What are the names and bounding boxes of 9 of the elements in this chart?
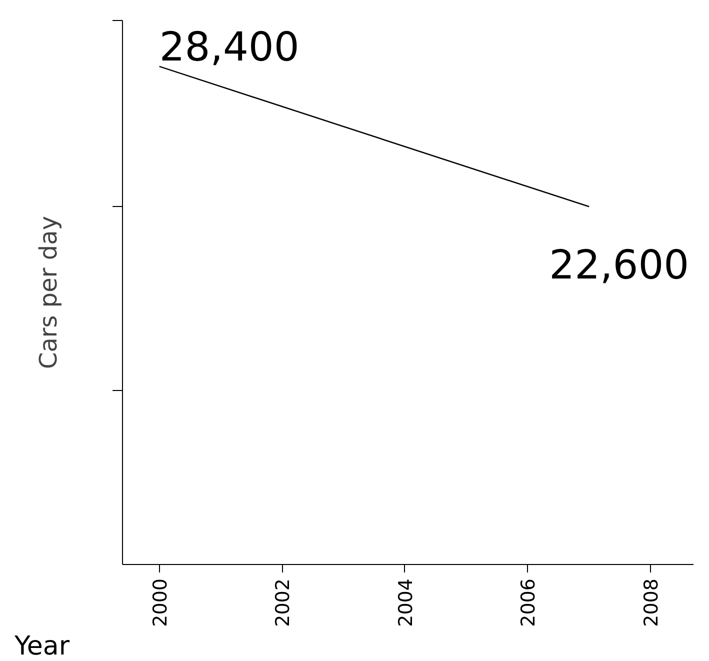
x-tick-label: 2002 (272, 578, 294, 627)
x-axis-title: Year (14, 632, 70, 661)
x-tick-label: 2006 (518, 578, 540, 627)
x-tick-label: 2000 (149, 578, 172, 627)
y-axis-title: Cars per day (34, 216, 62, 370)
data-label: 22,600 (549, 242, 690, 289)
x-tick-label: 2004 (394, 578, 417, 627)
data-label: 28,400 (159, 24, 300, 70)
x-tick-label: 2008 (640, 578, 663, 627)
